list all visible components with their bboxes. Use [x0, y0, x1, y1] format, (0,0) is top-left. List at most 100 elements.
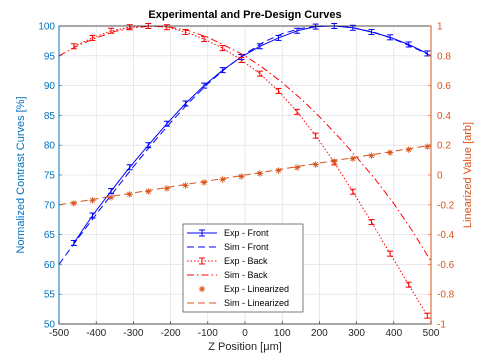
left-tick-label: 75 — [44, 171, 56, 182]
exp-linearized-marker — [293, 164, 301, 171]
left-tick-label: 70 — [44, 200, 56, 211]
legend-label: Sim - Back — [224, 270, 268, 280]
exp-linearized-marker — [238, 173, 245, 180]
right-tick-label: -0.2 — [437, 200, 455, 211]
legend-item-exp-back: Exp - Back — [187, 256, 268, 266]
exp-linearized-marker — [424, 143, 431, 150]
x-tick-label: -300 — [123, 328, 143, 339]
exp-front-errorbar — [219, 67, 226, 74]
exp-linearized-marker — [368, 152, 375, 159]
right-tick-label: -0.8 — [437, 290, 455, 301]
exp-back-errorbar — [108, 27, 115, 34]
x-tick-label: 400 — [385, 328, 402, 339]
exp-front-errorbar — [145, 142, 152, 149]
marker-stroke — [182, 182, 189, 188]
legend-marker — [198, 285, 206, 293]
exp-back-errorbar — [387, 250, 394, 257]
exp-linearized-marker — [89, 197, 96, 204]
exp-linearized-marker — [126, 191, 133, 198]
x-tick-label: 0 — [242, 328, 248, 339]
chart-title: Experimental and Pre-Design Curves — [148, 9, 341, 21]
exp-linearized-marker — [331, 158, 338, 165]
exp-front-errorbar — [405, 41, 412, 48]
series-layer — [58, 23, 432, 319]
left-tick-label: 100 — [38, 22, 55, 33]
marker-stroke — [257, 170, 263, 177]
exp-linearized-marker — [275, 167, 282, 174]
left-tick-label: 95 — [44, 51, 56, 62]
series-sim-back — [58, 25, 432, 262]
exp-linearized-marker — [70, 200, 78, 207]
legend: Exp - Front Sim - Front Exp - Back Sim - Ba… — [182, 223, 304, 313]
marker-stroke — [127, 191, 133, 197]
left-tick-label: 90 — [44, 81, 56, 92]
right-axis-label: Linearized Value [arb] — [462, 122, 474, 228]
exp-linearized-marker — [256, 170, 264, 177]
exp-back-errorbar — [201, 36, 208, 43]
exp-linearized-marker — [405, 146, 412, 153]
right-tick-label: 1 — [437, 22, 443, 33]
exp-front-errorbar — [294, 27, 301, 34]
exp-linearized-marker — [386, 149, 394, 156]
x-tick-label: -200 — [161, 328, 181, 339]
marker-stroke — [199, 286, 205, 292]
x-tick-label: 500 — [423, 328, 440, 339]
exp-linearized-marker — [107, 194, 115, 201]
legend-label: Exp - Front — [224, 228, 269, 238]
right-tick-label: 0 — [437, 171, 443, 182]
x-axis-ticks: -500 -400 -300 -200 -100 0 100 200 300 400 500 — [49, 321, 440, 339]
series-sim-linearized — [58, 144, 432, 206]
exp-linearized-marker — [312, 161, 319, 168]
legend-item-exp-front: Exp - Front — [187, 228, 269, 238]
sim-front-line — [58, 25, 432, 265]
exp-back-errorbar — [312, 132, 319, 139]
legend-label: Sim - Linearized — [224, 298, 289, 308]
marker-stroke — [313, 162, 319, 168]
exp-front-errorbar — [89, 212, 96, 219]
x-tick-label: -100 — [198, 328, 218, 339]
exp-linearized-marker — [145, 188, 152, 195]
marker-stroke — [108, 194, 114, 200]
exp-front-errorbar — [368, 28, 375, 35]
right-tick-label: 0.2 — [437, 141, 451, 152]
exp-back-errorbar — [349, 188, 356, 195]
exp-linearized-marker — [182, 182, 189, 189]
x-tick-label: 100 — [274, 328, 291, 339]
exp-back-line — [73, 25, 428, 316]
exp-front-errorbar — [108, 188, 115, 195]
left-tick-label: 50 — [44, 320, 56, 331]
legend-box — [182, 223, 304, 313]
legend-item-sim-back: Sim - Back — [187, 270, 268, 280]
x-tick-label: 300 — [348, 328, 365, 339]
sim-back-line — [58, 25, 432, 262]
left-tick-label: 55 — [44, 290, 56, 301]
legend-item-exp-linearized: Exp - Linearized — [198, 284, 289, 294]
exp-linearized-marker — [200, 179, 208, 186]
legend-label: Exp - Linearized — [224, 284, 289, 294]
exp-linearized-marker — [163, 185, 171, 192]
exp-front-errorbar — [163, 120, 170, 127]
exp-linearized-marker — [219, 176, 226, 183]
left-axis-ticks: 50 55 60 65 70 75 80 85 90 95 100 — [38, 22, 62, 331]
marker-stroke — [238, 173, 244, 180]
right-tick-label: 0.6 — [437, 81, 451, 92]
series-sim-front — [58, 25, 432, 265]
right-tick-label: -1 — [437, 320, 446, 331]
exp-front-errorbar — [201, 82, 208, 89]
right-tick-label: -0.4 — [437, 230, 455, 241]
left-tick-label: 60 — [44, 260, 56, 271]
x-tick-label: -500 — [49, 328, 69, 339]
exp-back-errorbar — [294, 108, 301, 115]
left-tick-label: 80 — [44, 141, 56, 152]
legend-label: Exp - Back — [224, 256, 268, 266]
exp-back-errorbar — [424, 312, 431, 319]
right-tick-label: 0.4 — [437, 111, 451, 122]
legend-item-sim-front: Sim - Front — [187, 242, 269, 252]
legend-label: Sim - Front — [224, 242, 269, 252]
marker-stroke — [368, 153, 375, 159]
exp-back-errorbar — [163, 24, 170, 31]
series-exp-back — [70, 23, 431, 319]
legend-item-sim-linearized: Sim - Linearized — [187, 298, 289, 308]
left-axis-label: Normalized Contrast Curves [%] — [15, 96, 27, 253]
